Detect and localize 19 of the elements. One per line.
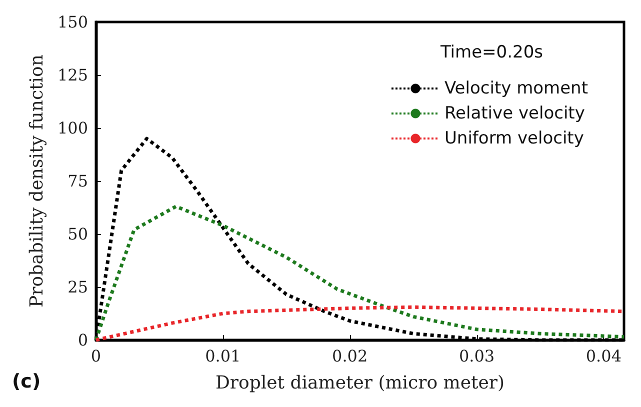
y-tick-label: 50 [68,224,88,244]
legend-label: Uniform velocity [444,128,584,148]
x-tick-label: 0 [90,346,102,366]
x-tick-label: 0.02 [332,346,368,366]
y-tick-label: 125 [57,66,88,84]
x-tick-label: 0.01 [205,346,241,366]
legend-label: Velocity moment [444,78,588,98]
x-tick-label: 0.04 [586,346,622,366]
x-tick-label: 0.03 [458,346,495,366]
y-tick-label: 100 [57,118,88,138]
y-tick-label: 0 [78,330,88,350]
y-tick-label: 75 [68,172,88,190]
y-tick-label: 150 [57,12,88,32]
x-axis-title: Droplet diameter (micro meter) [215,372,505,394]
legend-title: Time=0.20s [439,42,544,62]
text: (c) [12,370,41,392]
y-tick-label: 25 [68,278,88,296]
legend-label: Relative velocity [444,104,585,124]
y-axis-title: Probability density function [26,54,48,308]
